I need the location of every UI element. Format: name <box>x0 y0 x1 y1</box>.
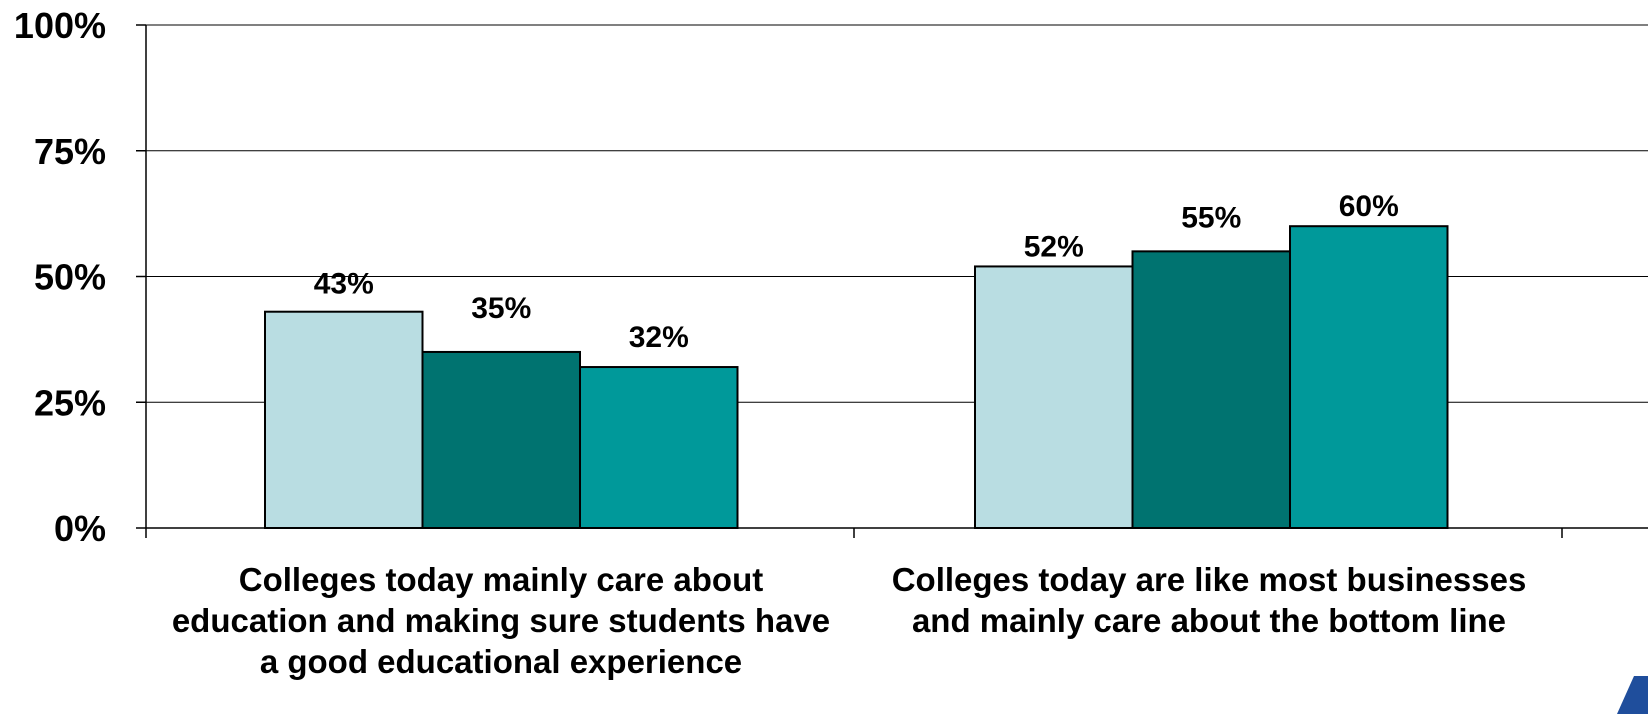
x-category-label-line: a good educational experience <box>260 643 742 680</box>
y-tick-label: 25% <box>34 382 106 423</box>
x-category-label-line: Colleges today are like most businesses <box>892 561 1527 598</box>
data-label: 43% <box>314 268 374 301</box>
bars <box>264 225 1449 530</box>
data-label: 60% <box>1339 190 1399 223</box>
y-axis-tick-labels: 0% 25% 50% 75% 100% <box>14 5 106 549</box>
logo <box>1617 676 1648 714</box>
data-label: 55% <box>1181 201 1241 234</box>
x-category-label: Colleges today are like most businesses a… <box>892 561 1527 639</box>
bar <box>421 350 581 530</box>
triangle-logo-icon <box>1617 676 1648 714</box>
x-category-label-line: education and making sure students have <box>172 602 830 639</box>
bar <box>1289 225 1449 529</box>
bar <box>974 265 1134 529</box>
bar <box>264 310 424 529</box>
bar <box>579 366 739 530</box>
data-label: 52% <box>1024 230 1084 263</box>
y-tick-label: 50% <box>34 257 106 298</box>
x-category-label: Colleges today mainly care about educatio… <box>172 561 830 680</box>
y-tick-label: 0% <box>54 508 106 549</box>
bar <box>1131 250 1291 529</box>
y-tick-label: 100% <box>14 5 106 46</box>
x-category-label-line: and mainly care about the bottom line <box>912 602 1506 639</box>
y-tick-label: 75% <box>34 131 106 172</box>
data-labels: 43% 52% 35% 55% 32% 60% <box>314 190 1399 354</box>
category-labels: Colleges today mainly care about educatio… <box>172 561 1526 680</box>
data-label: 35% <box>471 292 531 325</box>
data-label: 32% <box>629 321 689 354</box>
x-category-label-line: Colleges today mainly care about <box>239 561 764 598</box>
